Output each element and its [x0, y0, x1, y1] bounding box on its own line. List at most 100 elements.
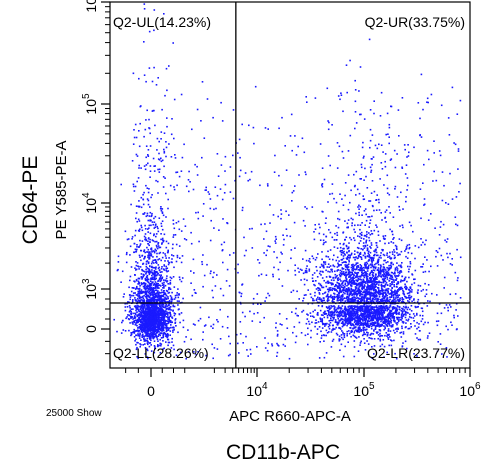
event-dot [351, 329, 353, 332]
event-dot [142, 319, 145, 321]
event-dot [354, 296, 356, 299]
event-dot [150, 317, 152, 320]
event-dot [116, 330, 118, 333]
event-dot [338, 299, 341, 301]
event-dot [353, 308, 355, 310]
event-dot [171, 254, 173, 256]
event-dot [372, 322, 374, 324]
event-dot [353, 253, 356, 255]
event-dot [398, 287, 401, 289]
event-dot [387, 269, 390, 272]
event-dot [340, 286, 343, 288]
event-dot [354, 256, 356, 259]
event-dot [359, 295, 361, 297]
event-dot [152, 321, 155, 324]
event-dot [357, 300, 359, 303]
event-dot [384, 334, 386, 337]
event-dot [404, 307, 407, 309]
event-dot [405, 305, 407, 308]
event-dot [362, 242, 365, 244]
event-dot [136, 314, 138, 317]
event-dot [339, 327, 341, 329]
event-dot [408, 295, 410, 297]
event-dot [385, 209, 388, 211]
event-dot [134, 185, 137, 188]
event-dot [396, 305, 399, 307]
event-dot [366, 320, 369, 323]
event-dot [154, 330, 156, 333]
event-dot [436, 312, 439, 315]
event-dot [153, 340, 156, 342]
event-dot [340, 306, 342, 309]
event-dot [342, 231, 345, 233]
event-dot [311, 274, 314, 276]
event-dot [326, 294, 328, 297]
event-dot [367, 286, 369, 288]
event-dot [353, 292, 356, 294]
event-dot [376, 314, 379, 317]
event-dot [146, 323, 148, 325]
event-dot [335, 225, 337, 227]
event-dot [346, 247, 349, 250]
event-dot [346, 284, 348, 287]
event-dot [136, 294, 139, 296]
event-dot [400, 286, 403, 289]
event-dot [407, 265, 409, 268]
event-dot [390, 300, 393, 303]
event-dot [398, 300, 401, 303]
event-dot [173, 286, 176, 288]
event-dot [342, 315, 344, 317]
event-dot [387, 267, 390, 270]
event-dot [158, 171, 161, 173]
event-dot [399, 297, 401, 300]
event-dot [329, 295, 332, 298]
event-dot [131, 287, 134, 289]
event-dot [173, 314, 176, 317]
event-dot [161, 277, 163, 279]
event-dot [161, 108, 163, 111]
event-dot [347, 263, 350, 265]
event-dot [138, 326, 141, 328]
event-dot [346, 264, 348, 267]
event-dot [149, 241, 151, 243]
event-dot [371, 322, 373, 324]
event-dot [349, 291, 351, 293]
event-dot [396, 323, 398, 326]
event-dot [391, 278, 393, 280]
event-dot [142, 337, 145, 340]
event-dot [406, 189, 408, 191]
event-dot [141, 277, 144, 279]
event-dot [375, 209, 378, 211]
event-dot [317, 305, 320, 307]
event-dot [169, 307, 171, 309]
event-dot [364, 262, 366, 264]
event-dot [402, 208, 404, 210]
event-dot [384, 322, 386, 325]
event-dot [153, 318, 155, 321]
event-dot [344, 319, 347, 322]
event-dot [347, 256, 350, 259]
event-dot [145, 80, 147, 83]
event-dot [377, 287, 379, 289]
event-dot [133, 331, 135, 333]
event-dot [342, 295, 344, 298]
event-dot [362, 280, 365, 283]
event-dot [402, 290, 405, 293]
event-dot [364, 244, 366, 247]
event-dots [113, 3, 462, 360]
event-dot [321, 305, 324, 307]
event-dot [168, 311, 171, 314]
event-dot [150, 344, 152, 346]
event-dot [136, 329, 139, 331]
event-dot [357, 287, 360, 290]
event-dot [356, 329, 359, 331]
event-dot [428, 270, 430, 273]
event-dot [302, 300, 304, 302]
event-dot [422, 241, 424, 244]
event-dot [367, 312, 369, 315]
event-dot [400, 316, 402, 319]
event-dot [150, 284, 152, 286]
event-dot [376, 309, 379, 312]
event-dot [377, 254, 379, 257]
event-dot [340, 307, 343, 310]
